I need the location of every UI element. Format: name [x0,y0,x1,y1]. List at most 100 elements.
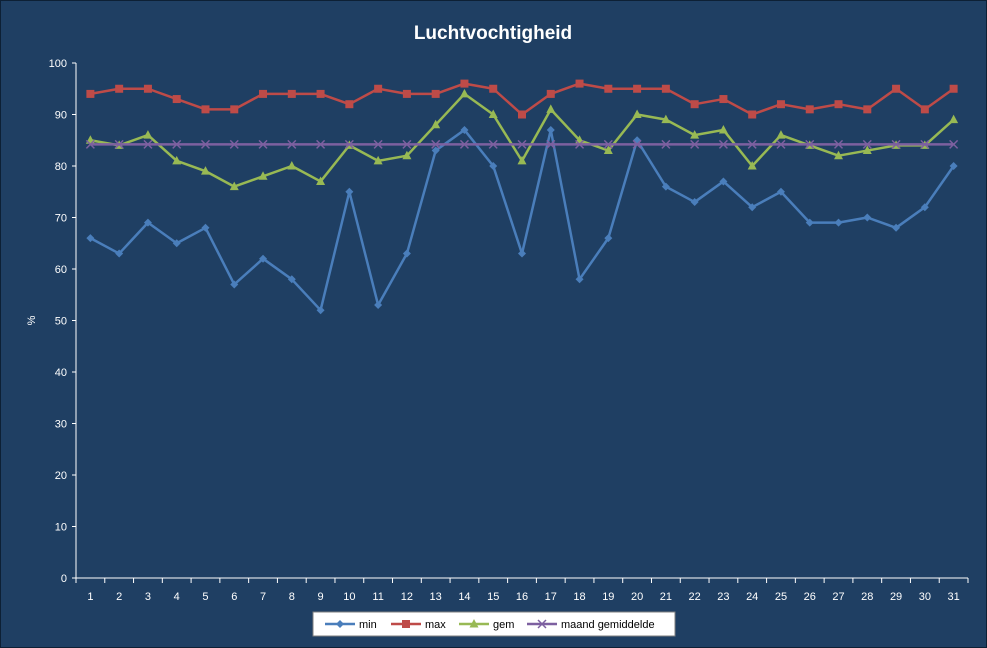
y-tick-label: 80 [55,161,67,173]
data-point-gem [603,145,613,155]
x-tick-label: 24 [746,591,758,603]
x-tick-label: 3 [145,591,151,603]
data-point-gem [258,171,268,180]
data-point-gem [949,114,959,124]
data-point-gem [690,130,700,139]
x-tick-label: 30 [919,591,931,603]
data-point-min [402,249,411,258]
y-tick-label: 40 [55,367,67,379]
data-point-gem [373,155,383,165]
x-tick-label: 2 [116,591,122,603]
data-point-min [259,254,268,263]
data-point-max [431,89,440,98]
x-tick-label: 13 [430,591,442,603]
y-tick-label: 70 [55,213,67,225]
data-point-max [86,89,95,98]
x-tick-label: 1 [87,591,93,603]
data-point-maand-gemiddelde [949,139,959,149]
data-point-min [661,182,670,191]
data-point-max [518,110,526,119]
data-point-maand-gemiddelde [661,139,671,149]
y-tick-label: 60 [55,264,67,276]
data-point-min [431,146,440,155]
data-point-maand-gemiddelde [517,139,527,149]
data-point-max [374,84,383,93]
data-point-max [748,110,757,119]
x-tick-label: 16 [516,591,528,603]
y-tick-label: 0 [61,573,67,585]
data-point-gem [488,109,498,118]
data-point-min [316,306,325,315]
legend-label: max [425,619,446,631]
data-point-maand-gemiddelde [431,139,441,149]
x-tick-label: 31 [947,591,959,603]
data-point-maand-gemiddelde [373,139,383,149]
legend-marker [469,619,479,628]
data-point-min [172,239,181,248]
data-point-min [748,203,757,212]
data-point-max [719,95,728,104]
data-point-min [719,177,728,186]
legend-entry-max: max [391,619,446,631]
legend-label: maand gemiddelde [561,619,655,631]
data-point-max [575,79,584,88]
data-point-gem [776,130,786,139]
data-point-gem [862,145,872,155]
data-point-min [575,275,584,284]
x-tick-label: 21 [660,591,672,603]
data-point-min [86,234,95,243]
y-tick-label: 50 [55,316,67,328]
data-point-min [115,249,124,258]
data-point-max [460,79,469,88]
data-point-max [402,89,411,98]
data-point-max [201,105,210,114]
x-tick-label: 5 [202,591,208,603]
data-point-gem [172,155,182,165]
x-tick-label: 19 [602,591,614,603]
y-tick-label: 20 [55,470,67,482]
data-point-maand-gemiddelde [747,139,757,149]
x-tick-label: 22 [689,591,701,603]
data-point-gem [632,109,642,118]
x-tick-label: 7 [260,591,266,603]
data-point-min [834,218,843,227]
data-point-gem [661,114,671,124]
data-point-maand-gemiddelde [258,139,268,149]
series-maand-gemiddelde [85,139,959,149]
legend-entry-gem: gem [459,619,514,631]
data-point-maand-gemiddelde [143,139,153,149]
data-point-gem [402,150,412,160]
data-point-gem [747,161,757,170]
data-point-min [892,223,901,232]
chart-title: Luchtvochtigheid [414,23,572,44]
data-point-max [776,100,785,109]
series-max [86,79,958,119]
data-point-maand-gemiddelde [459,139,469,149]
x-tick-label: 9 [318,591,324,603]
data-point-min [949,162,958,170]
data-point-min [518,249,526,258]
data-point-min [345,187,354,196]
series-group [85,79,959,315]
data-point-gem [229,181,239,191]
x-tick-label: 8 [289,591,295,603]
data-point-max [920,105,929,114]
data-point-max [949,84,958,93]
data-point-gem [431,119,441,129]
data-point-max [546,89,555,98]
data-point-max [287,89,296,98]
data-point-gem [546,104,556,113]
data-point-min [201,223,210,232]
data-point-min [604,234,613,243]
data-point-maand-gemiddelde [287,139,297,149]
data-point-min [546,125,555,134]
legend-label: min [359,619,377,631]
x-tick-label: 14 [458,591,470,603]
data-point-maand-gemiddelde [603,139,613,149]
x-tick-label: 17 [545,591,557,603]
y-axis-label: % [26,315,38,325]
data-point-maand-gemiddelde [546,139,556,149]
data-point-max [604,84,613,93]
